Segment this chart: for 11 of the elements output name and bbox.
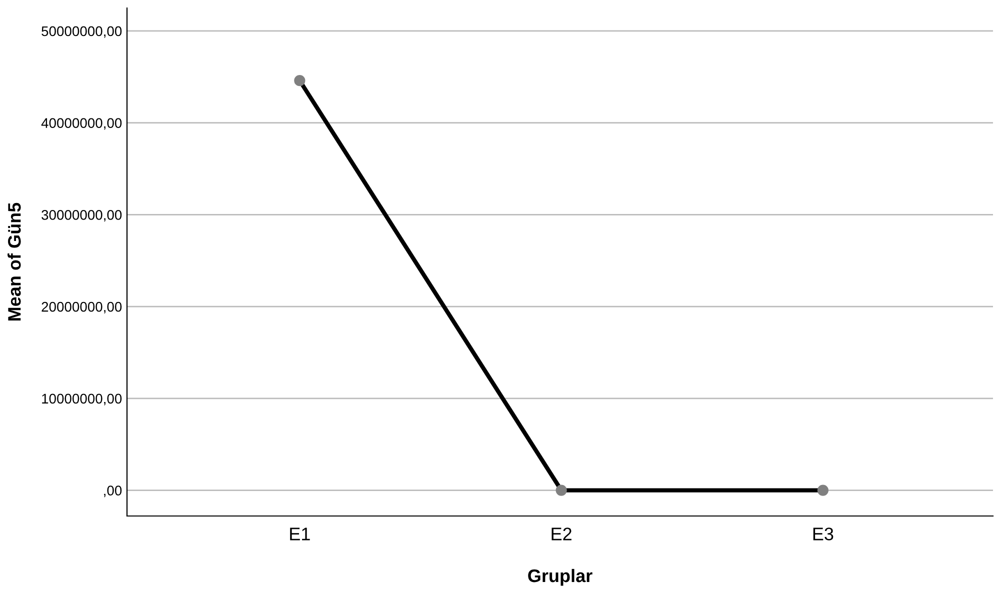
y-axis-title: Mean of Gün5 (8, 202, 21, 320)
y-tick-label: ,00 (104, 486, 122, 498)
y-tick-label: 10000000,00 (42, 394, 122, 406)
x-axis-title: Gruplar (528, 568, 592, 586)
x-tick-label: E3 (813, 528, 834, 540)
x-tick-label: E1 (290, 528, 310, 540)
y-tick-label: 40000000,00 (41, 118, 122, 130)
y-tick-label: 50000000,00 (42, 26, 122, 38)
x-tick-label: E2 (552, 528, 572, 540)
y-tick-label: 30000000,00 (42, 210, 122, 222)
y-tick-label: 20000000,00 (42, 302, 122, 314)
